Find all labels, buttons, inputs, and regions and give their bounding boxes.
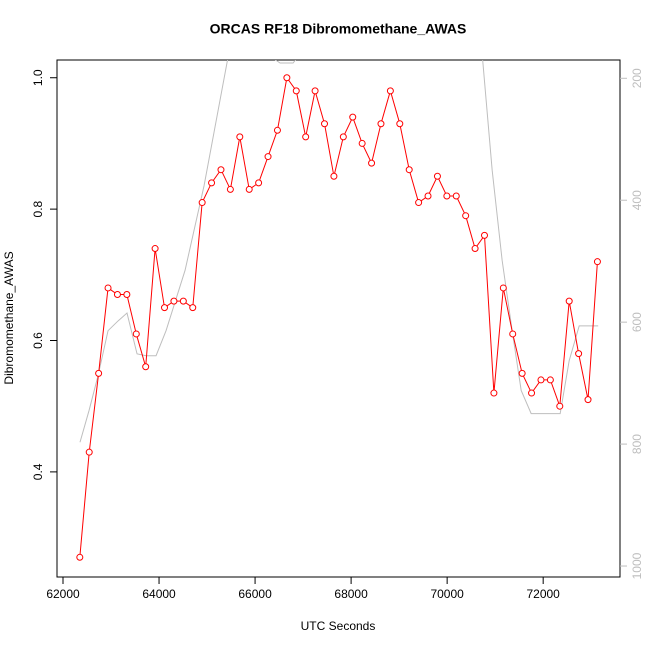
x-axis-label: UTC Seconds	[301, 619, 376, 633]
data-point	[349, 113, 357, 121]
data-point	[471, 245, 479, 253]
x-tick-label: 68000	[334, 587, 368, 601]
data-point	[198, 199, 206, 207]
data-point	[311, 87, 319, 95]
x-tick-label: 70000	[430, 587, 464, 601]
y2-tick-label: 400	[630, 190, 644, 210]
data-point	[217, 166, 225, 174]
data-point	[85, 448, 93, 456]
y-tick-label: 0.8	[31, 200, 45, 217]
y-tick-label: 0.4	[31, 463, 45, 480]
data-point	[584, 396, 592, 404]
data-point	[528, 389, 536, 397]
y-tick-label: 0.6	[31, 332, 45, 349]
y2-tick-label: 600	[630, 312, 644, 332]
x-tick-label: 66000	[238, 587, 272, 601]
data-point	[321, 120, 329, 128]
data-point	[255, 179, 263, 187]
data-point	[142, 363, 150, 371]
data-point	[161, 304, 169, 312]
data-point	[189, 304, 197, 312]
data-point	[123, 291, 131, 299]
y2-tick-label: 200	[630, 68, 644, 88]
data-point	[433, 172, 441, 180]
x-tick-label: 64000	[142, 587, 176, 601]
data-point	[226, 185, 234, 193]
plot-area	[76, 60, 601, 561]
data-point	[509, 330, 517, 338]
data-point	[264, 153, 272, 161]
y2-tick-label: 1000	[630, 552, 644, 579]
x-tick-label: 62000	[46, 587, 80, 601]
data-point	[537, 376, 545, 384]
data-point	[339, 133, 347, 141]
data-point	[95, 369, 103, 377]
data-point	[377, 120, 385, 128]
data-point	[575, 350, 583, 358]
data-point	[462, 212, 470, 220]
data-point	[396, 120, 404, 128]
x-tick-label: 72000	[526, 587, 560, 601]
data-point	[236, 133, 244, 141]
data-point	[170, 297, 178, 305]
data-point	[386, 87, 394, 95]
data-point	[480, 231, 488, 239]
data-point	[593, 258, 601, 266]
data-point	[546, 376, 554, 384]
data-point	[283, 74, 291, 82]
data-point	[452, 192, 460, 200]
y-axis-label: Dibromomethane_AWAS	[2, 251, 16, 384]
data-point	[104, 284, 112, 292]
data-point	[245, 185, 253, 193]
data-point	[151, 245, 159, 253]
data-point	[302, 133, 310, 141]
data-point	[330, 172, 338, 180]
series-line	[79, 76, 598, 558]
y-tick-label: 1.0	[31, 69, 45, 86]
data-point	[368, 159, 376, 167]
data-point	[358, 139, 366, 147]
data-point	[518, 369, 526, 377]
data-point	[405, 166, 413, 174]
data-point	[443, 192, 451, 200]
data-point	[565, 297, 573, 305]
data-point	[179, 297, 187, 305]
y2-tick-label: 800	[630, 434, 644, 454]
data-point	[415, 199, 423, 207]
data-point	[273, 126, 281, 134]
data-point	[113, 291, 121, 299]
data-point	[76, 553, 84, 561]
plot-frame	[56, 59, 621, 578]
data-point	[424, 192, 432, 200]
data-point	[490, 389, 498, 397]
data-point	[499, 284, 507, 292]
data-point	[292, 87, 300, 95]
series-line	[79, 60, 599, 443]
data-point	[132, 330, 140, 338]
chart-title: ORCAS RF18 Dibromomethane_AWAS	[210, 21, 467, 37]
data-point	[556, 402, 564, 410]
data-point	[208, 179, 216, 187]
